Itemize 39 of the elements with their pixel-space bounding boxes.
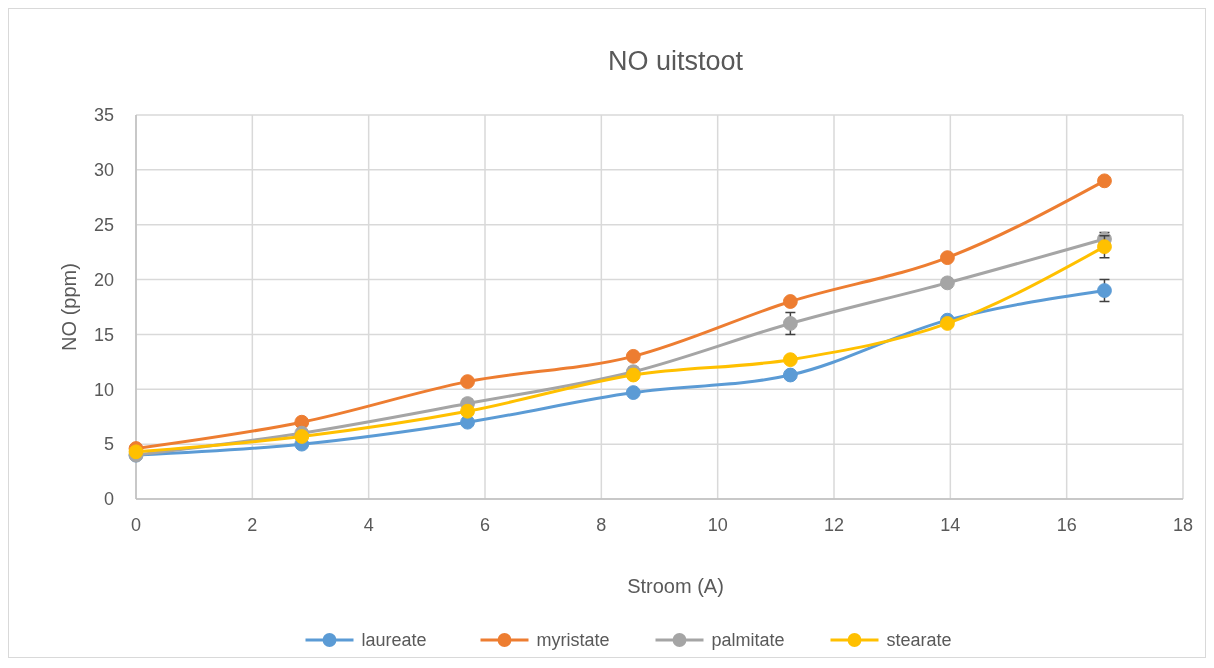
x-tick-label: 16 [1056,515,1077,535]
point [294,429,310,444]
x-tick-label: 14 [940,515,961,535]
y-tick-label: 15 [93,324,114,345]
x-tick-label: 0 [130,515,142,535]
y-tick-label: 35 [93,105,114,126]
point [1097,283,1112,298]
point [782,316,798,331]
point [782,294,798,309]
y-axis-title: NO (ppm) [58,263,80,351]
y-tick-label: 25 [93,215,114,236]
y-tick-label: 30 [93,160,114,181]
x-tick-label: 6 [479,515,491,535]
legend-label: palmitate [711,630,785,651]
y-tick-label: 0 [103,489,114,510]
x-tick-label: 12 [823,515,845,535]
y-tick-label: 20 [93,269,114,290]
x-tick-label: 10 [707,515,728,535]
legend-label: myristate [536,630,610,651]
x-axis-title: Stroom (A) [627,575,724,597]
point [782,352,798,368]
legend-label: laureate [361,630,427,651]
y-tick-label: 5 [103,434,114,455]
point [460,403,475,419]
point [460,374,475,389]
point [1097,239,1112,255]
chart-title: NO uitstoot [607,46,744,76]
point [940,316,955,331]
y-tick-label: 10 [93,379,114,400]
x-tick-label: 4 [363,515,374,535]
legend-label: stearate [886,630,952,651]
point [625,348,641,364]
point [625,385,641,400]
x-tick-label: 2 [247,515,258,535]
x-tick-label: 8 [596,515,607,535]
point [1097,173,1112,189]
point [782,367,798,383]
x-tick-label: 18 [1172,515,1194,535]
point [940,250,955,266]
